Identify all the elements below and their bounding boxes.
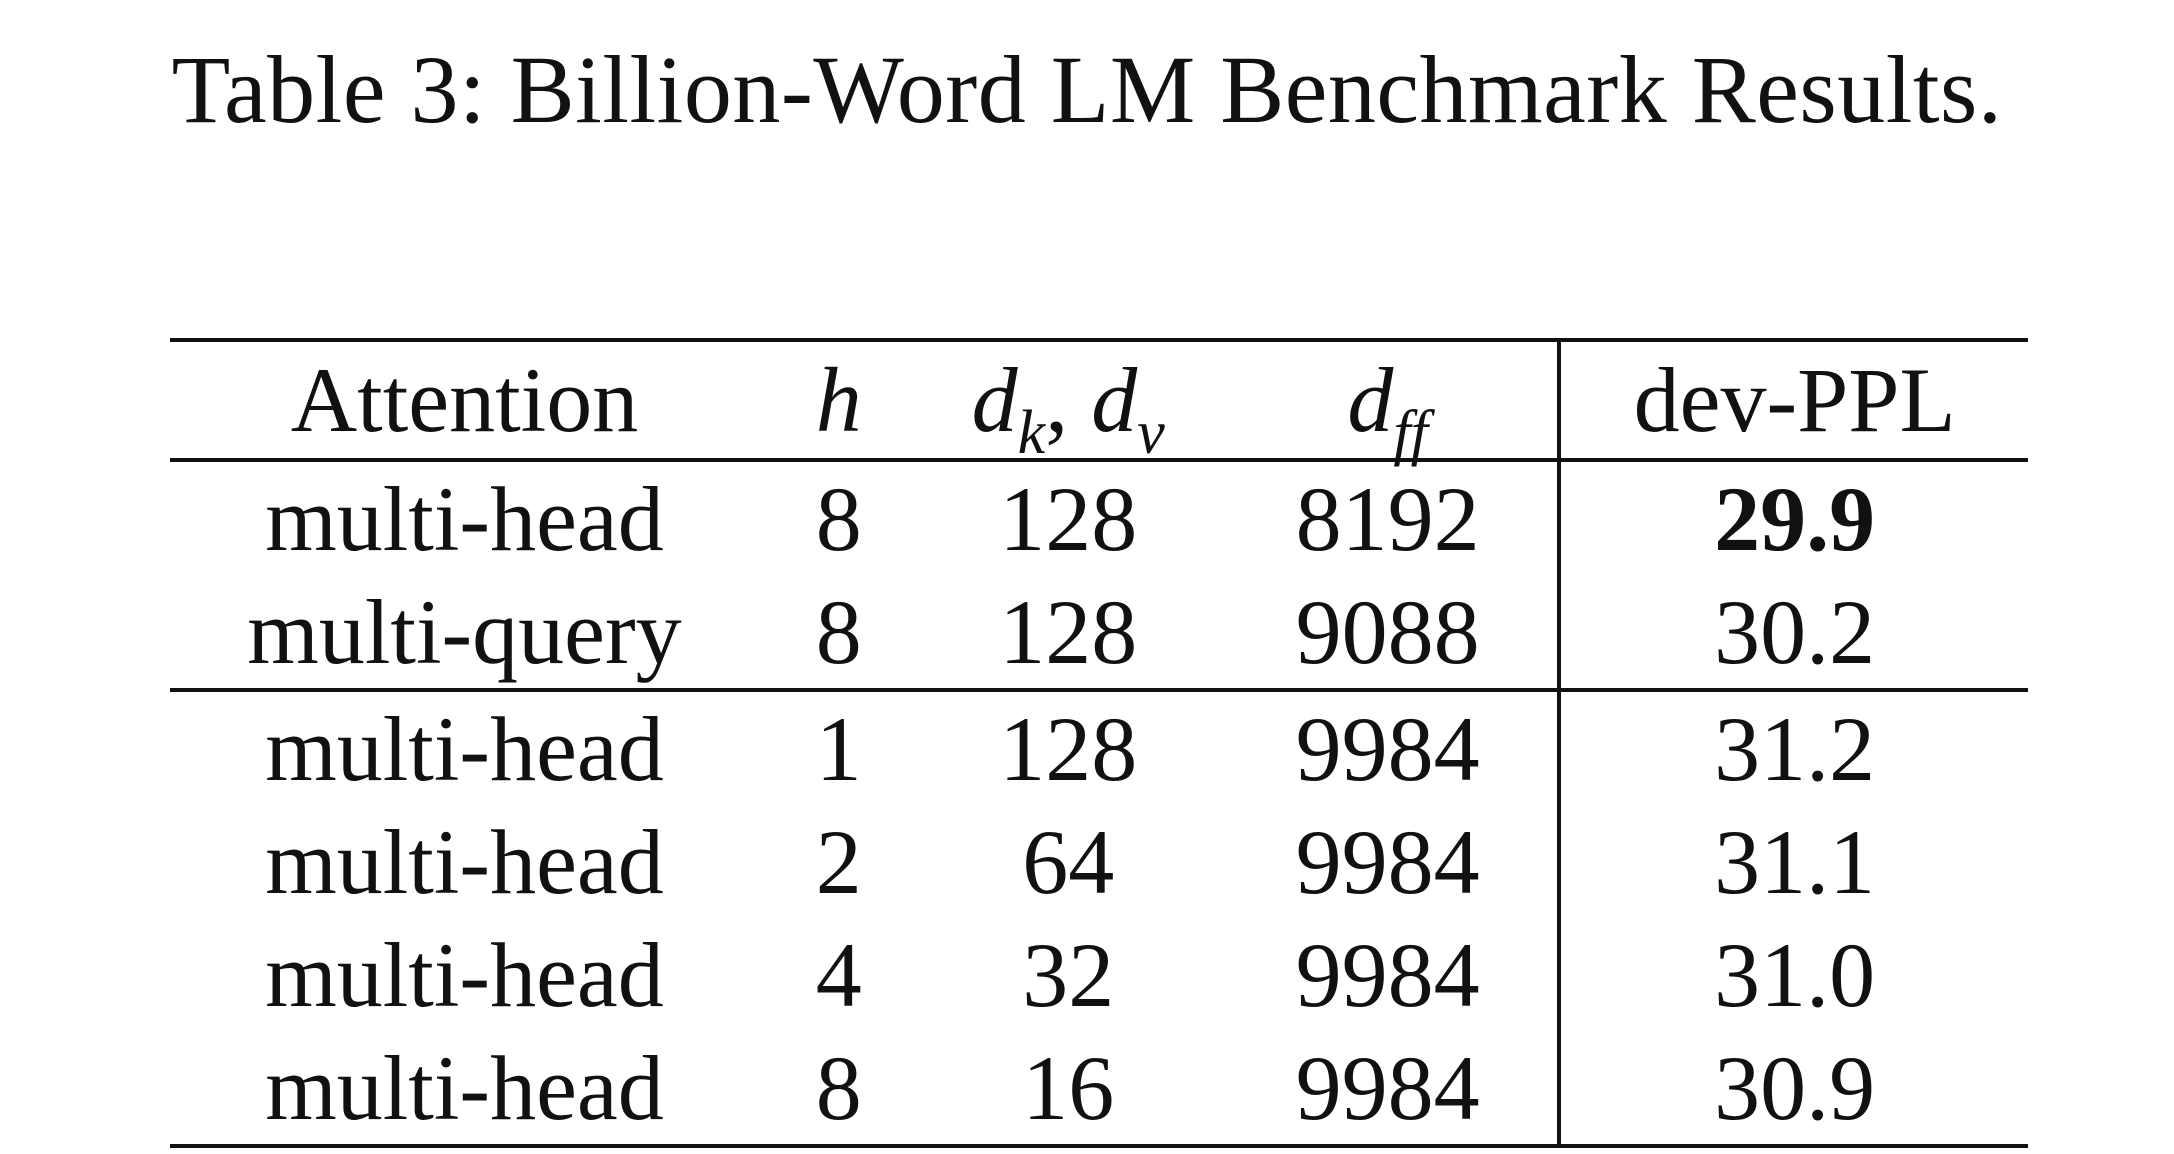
cell-dff: 9984 [1295,810,1480,913]
results-table: Attention h dk, dv dff dev-PPL multi-hea… [170,338,2028,1148]
cell-dev-ppl: 31.0 [1557,918,2028,1031]
header-dv-subscript: v [1137,399,1165,467]
header-attention: Attention [290,349,639,451]
cell-attention: multi-head [170,688,759,805]
header-h: h [815,349,862,451]
cell-dk-dv: 128 [999,467,1138,570]
cell-dev-ppl-best: 29.9 [1557,460,2028,575]
cell-attention: multi-head [265,923,664,1026]
header-dv-base: d [1091,349,1138,451]
header-dff: dff [1218,340,1559,467]
cell-dk-dv: 16 [918,1031,1218,1148]
table-row: multi-head 8 128 8192 29.9 [170,460,2028,575]
cell-attention: multi-head [265,810,664,913]
cell-dev-ppl: 30.9 [1557,1031,2028,1148]
cell-h: 8 [815,467,862,570]
table-header-row: Attention h dk, dv dff dev-PPL [170,340,2028,467]
cell-h: 1 [758,688,919,805]
cell-dff: 8192 [1295,467,1480,570]
table-row: multi-head 1 128 9984 31.2 [170,688,2028,805]
table-row: multi-head 4 32 9984 31.0 [170,918,2028,1031]
cell-attention: multi-head [170,1031,759,1148]
header-dff-base: d [1347,349,1394,451]
cell-h: 2 [815,810,862,913]
cell-dev-ppl: 31.1 [1557,805,2028,918]
cell-dev-ppl: 30.2 [1557,575,2028,690]
header-dff-subscript: ff [1393,399,1428,467]
cell-h: 8 [758,1031,919,1148]
cell-dk-dv: 128 [918,688,1218,805]
cell-dk-dv: 64 [1022,810,1115,913]
header-dev-ppl: dev-PPL [1557,340,2028,460]
cell-h: 8 [815,580,862,683]
header-dk-base: d [971,349,1018,451]
header-dk-dv: dk, dv [918,340,1218,467]
cell-dff: 9984 [1217,688,1560,805]
cell-attention: multi-query [247,580,682,683]
cell-dff: 9984 [1217,1031,1560,1148]
table-row: multi-query 8 128 9088 30.2 [170,575,2028,690]
cell-dff: 9088 [1295,580,1480,683]
cell-h: 4 [815,923,862,1026]
table-caption: Table 3: Billion-Word LM Benchmark Resul… [171,36,2003,143]
cell-dk-dv: 32 [1022,923,1115,1026]
cell-dk-dv: 128 [999,580,1138,683]
cell-dev-ppl: 31.2 [1557,688,2028,805]
table-row: multi-head 2 64 9984 31.1 [170,805,2028,918]
results-table-container: Attention h dk, dv dff dev-PPL multi-hea… [170,338,2028,1148]
table-row: multi-head 8 16 9984 30.9 [170,1031,2028,1148]
header-dk-subscript: k [1017,399,1046,467]
header-dkdv-separator: , [1045,349,1069,451]
cell-dff: 9984 [1295,923,1480,1026]
cell-attention: multi-head [265,467,664,570]
